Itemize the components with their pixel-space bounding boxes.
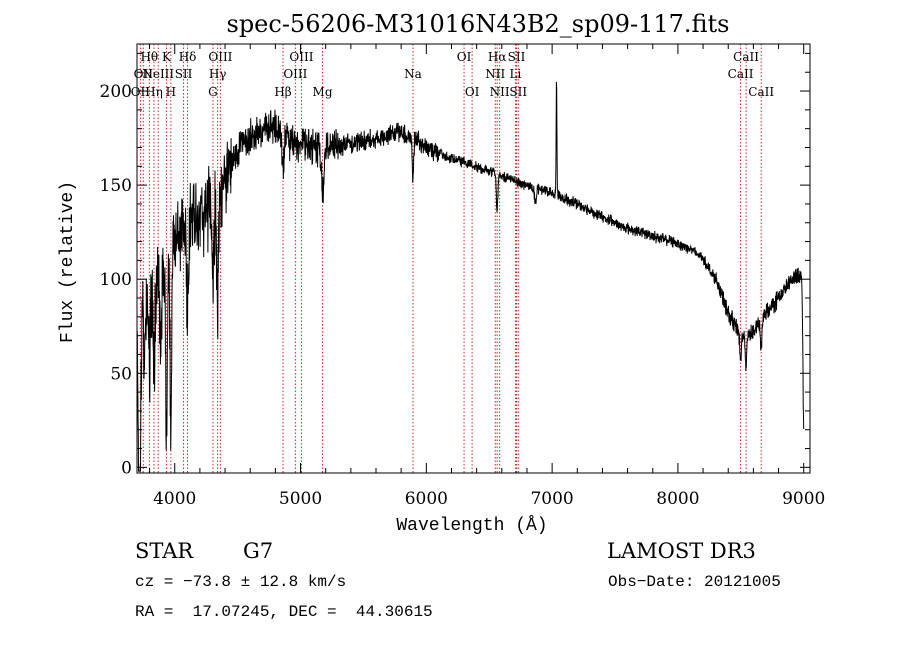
- line-marker-label: OIII: [208, 50, 232, 64]
- x-tick-label: 8000: [656, 489, 699, 509]
- line-marker-label: Hδ: [179, 50, 197, 64]
- line-marker-label: OI: [457, 50, 472, 64]
- line-marker-label: NII: [490, 85, 510, 99]
- object-subclass: G7: [243, 539, 274, 563]
- line-marker-label: Mg: [313, 85, 333, 99]
- chart-title: spec-56206-M31016N43B2_sp09-117.fits: [227, 10, 730, 38]
- y-tick-label: 50: [110, 364, 132, 384]
- y-tick-label: 200: [100, 82, 132, 102]
- line-marker-label: SII: [508, 50, 526, 64]
- line-marker-label: OI: [465, 85, 480, 99]
- line-marker-label: SII: [175, 67, 193, 81]
- line-marker-label: Li: [509, 67, 521, 81]
- survey-name: LAMOST DR3: [607, 539, 756, 563]
- line-marker-label: OIII: [289, 50, 313, 64]
- redshift-value: cz = −73.8 ± 12.8 km/s: [135, 573, 347, 591]
- line-marker-label: K: [162, 50, 172, 64]
- line-marker-labels: OII OII Hθ Hη NeIII K H SII Hδ G Hγ OIII Hβ OIII OIII M…: [131, 50, 775, 99]
- line-markers: [139, 44, 762, 473]
- line-marker-label: OIII: [283, 67, 307, 81]
- x-axis-label: Wavelength (Å): [396, 515, 547, 536]
- line-marker-label: OII: [131, 85, 151, 99]
- y-axis-label: Flux (relative): [58, 181, 78, 343]
- observation-date: Obs−Date: 20121005: [608, 573, 781, 591]
- line-marker-label: Hβ: [274, 85, 291, 99]
- y-tick-label: 0: [121, 458, 132, 478]
- spectrum-series: [136, 81, 805, 472]
- plot-frame: [136, 43, 811, 474]
- x-tick-label: 5000: [279, 489, 322, 509]
- line-marker-label: CaII: [733, 50, 759, 64]
- line-marker-label: CaII: [748, 85, 774, 99]
- line-marker-label: Na: [404, 67, 422, 81]
- x-tick-label: 6000: [405, 489, 448, 509]
- axis-ticks: [137, 44, 810, 473]
- y-tick-label: 150: [100, 176, 132, 196]
- line-marker-label: G: [208, 85, 218, 99]
- line-marker-label: Hη: [145, 85, 163, 99]
- x-tick-label: 4000: [153, 489, 196, 509]
- object-class: STAR: [135, 539, 194, 563]
- axis-tick-labels: 4000 5000 6000 7000 8000 9000 0 50 100 150 200: [100, 82, 826, 509]
- y-tick-label: 100: [100, 270, 132, 290]
- line-marker-label: Hγ: [209, 67, 227, 81]
- coordinates: RA = 17.07245, DEC = 44.30615: [135, 603, 433, 621]
- line-marker-label: Hθ: [140, 50, 158, 64]
- x-tick-label: 9000: [782, 489, 825, 509]
- spectrum-line: [136, 81, 805, 472]
- x-tick-label: 7000: [530, 489, 573, 509]
- line-marker-label: NeIII: [142, 67, 174, 81]
- line-marker-label: Hα: [488, 50, 507, 64]
- line-marker-label: NII: [485, 67, 505, 81]
- line-marker-label: H: [166, 85, 176, 99]
- line-marker-label: SII: [509, 85, 527, 99]
- line-marker-label: OII: [134, 67, 154, 81]
- line-marker-label: CaII: [728, 67, 754, 81]
